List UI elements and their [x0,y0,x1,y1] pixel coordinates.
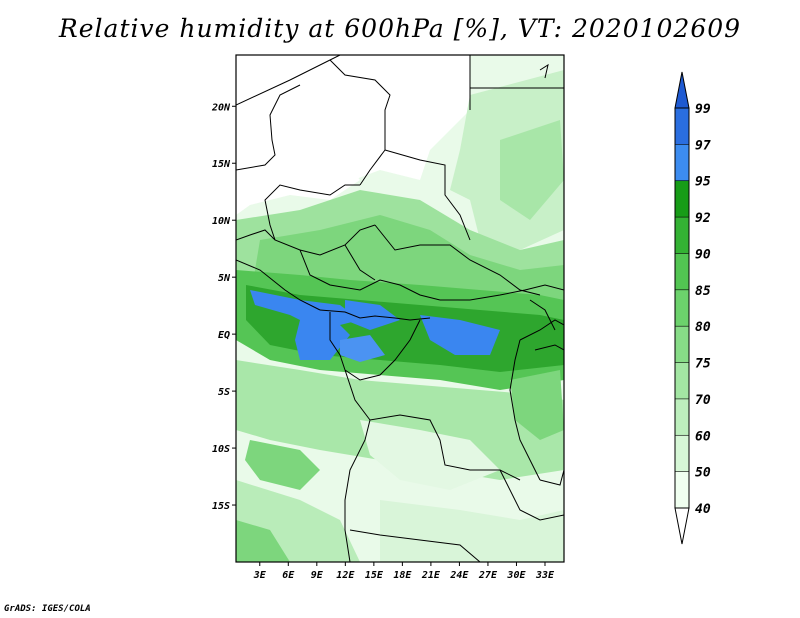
colorbar-segment [675,253,689,290]
grads-credit: GrADS: IGES/COLA [4,604,91,614]
colorbar-segment [675,326,689,363]
map-title: Relative humidity at 600hPa [%], VT: 202… [58,14,742,43]
humidity-field [236,55,564,562]
colorbar-extend-low [674,507,690,545]
colorbar-segment [675,435,689,472]
lat-tick-label: 20N [211,102,231,113]
lat-tick-label: 15S [212,501,230,512]
colorbar-segment [675,398,689,436]
map-frame [235,54,565,563]
colorbar-label: 70 [695,393,711,408]
lon-tick-label: 33E [535,570,555,581]
lon-tick-label: 3E [253,570,267,581]
colorbar-segment [675,144,689,181]
colorbar-label: 97 [695,138,711,153]
longitude-axis: 3E 6E 9E 12E 15E 18E 21E 24E 27E 30E 33E [253,562,555,581]
lat-tick-label: 15N [212,159,231,170]
colorbar-label: 60 [695,429,711,444]
colorbar-label: 50 [695,466,711,481]
lon-tick-label: 15E [365,570,384,581]
lon-tick-label: 9E [311,570,324,581]
lat-tick-label: 10S [212,444,230,455]
lon-tick-label: 30E [506,570,526,581]
colorbar-label: 75 [695,357,711,372]
lat-tick-label: 5S [218,387,230,398]
country-borders [236,55,564,562]
colorbar: 40 50 60 70 75 80 85 90 92 95 97 99 [674,71,711,545]
lat-tick-label: 5N [218,273,231,284]
colorbar-label: 99 [695,102,711,117]
lat-tick-label: 10N [212,216,231,227]
colorbar-label: 40 [695,502,711,517]
lon-tick-label: 18E [393,570,412,581]
lon-tick-label: 12E [336,570,355,581]
colorbar-label: 92 [695,211,711,226]
colorbar-segment [675,180,689,218]
colorbar-label: 80 [695,320,711,335]
colorbar-label: 90 [695,247,711,262]
colorbar-segment [675,217,689,254]
lon-tick-label: 21E [421,570,441,581]
lon-tick-label: 27E [478,570,498,581]
colorbar-label: 95 [695,175,711,190]
colorbar-extend-high [674,71,690,109]
colorbar-segment [675,362,689,399]
latitude-axis: 20N 15N 10N 5N EQ 5S 10S 15S [211,102,236,512]
colorbar-label: 85 [695,284,711,299]
lon-tick-label: 6E [282,570,295,581]
colorbar-segment [675,108,689,145]
lon-tick-label: 24E [449,570,469,581]
colorbar-segment [675,471,689,508]
lat-tick-label: EQ [218,330,230,341]
colorbar-segment [675,289,689,327]
